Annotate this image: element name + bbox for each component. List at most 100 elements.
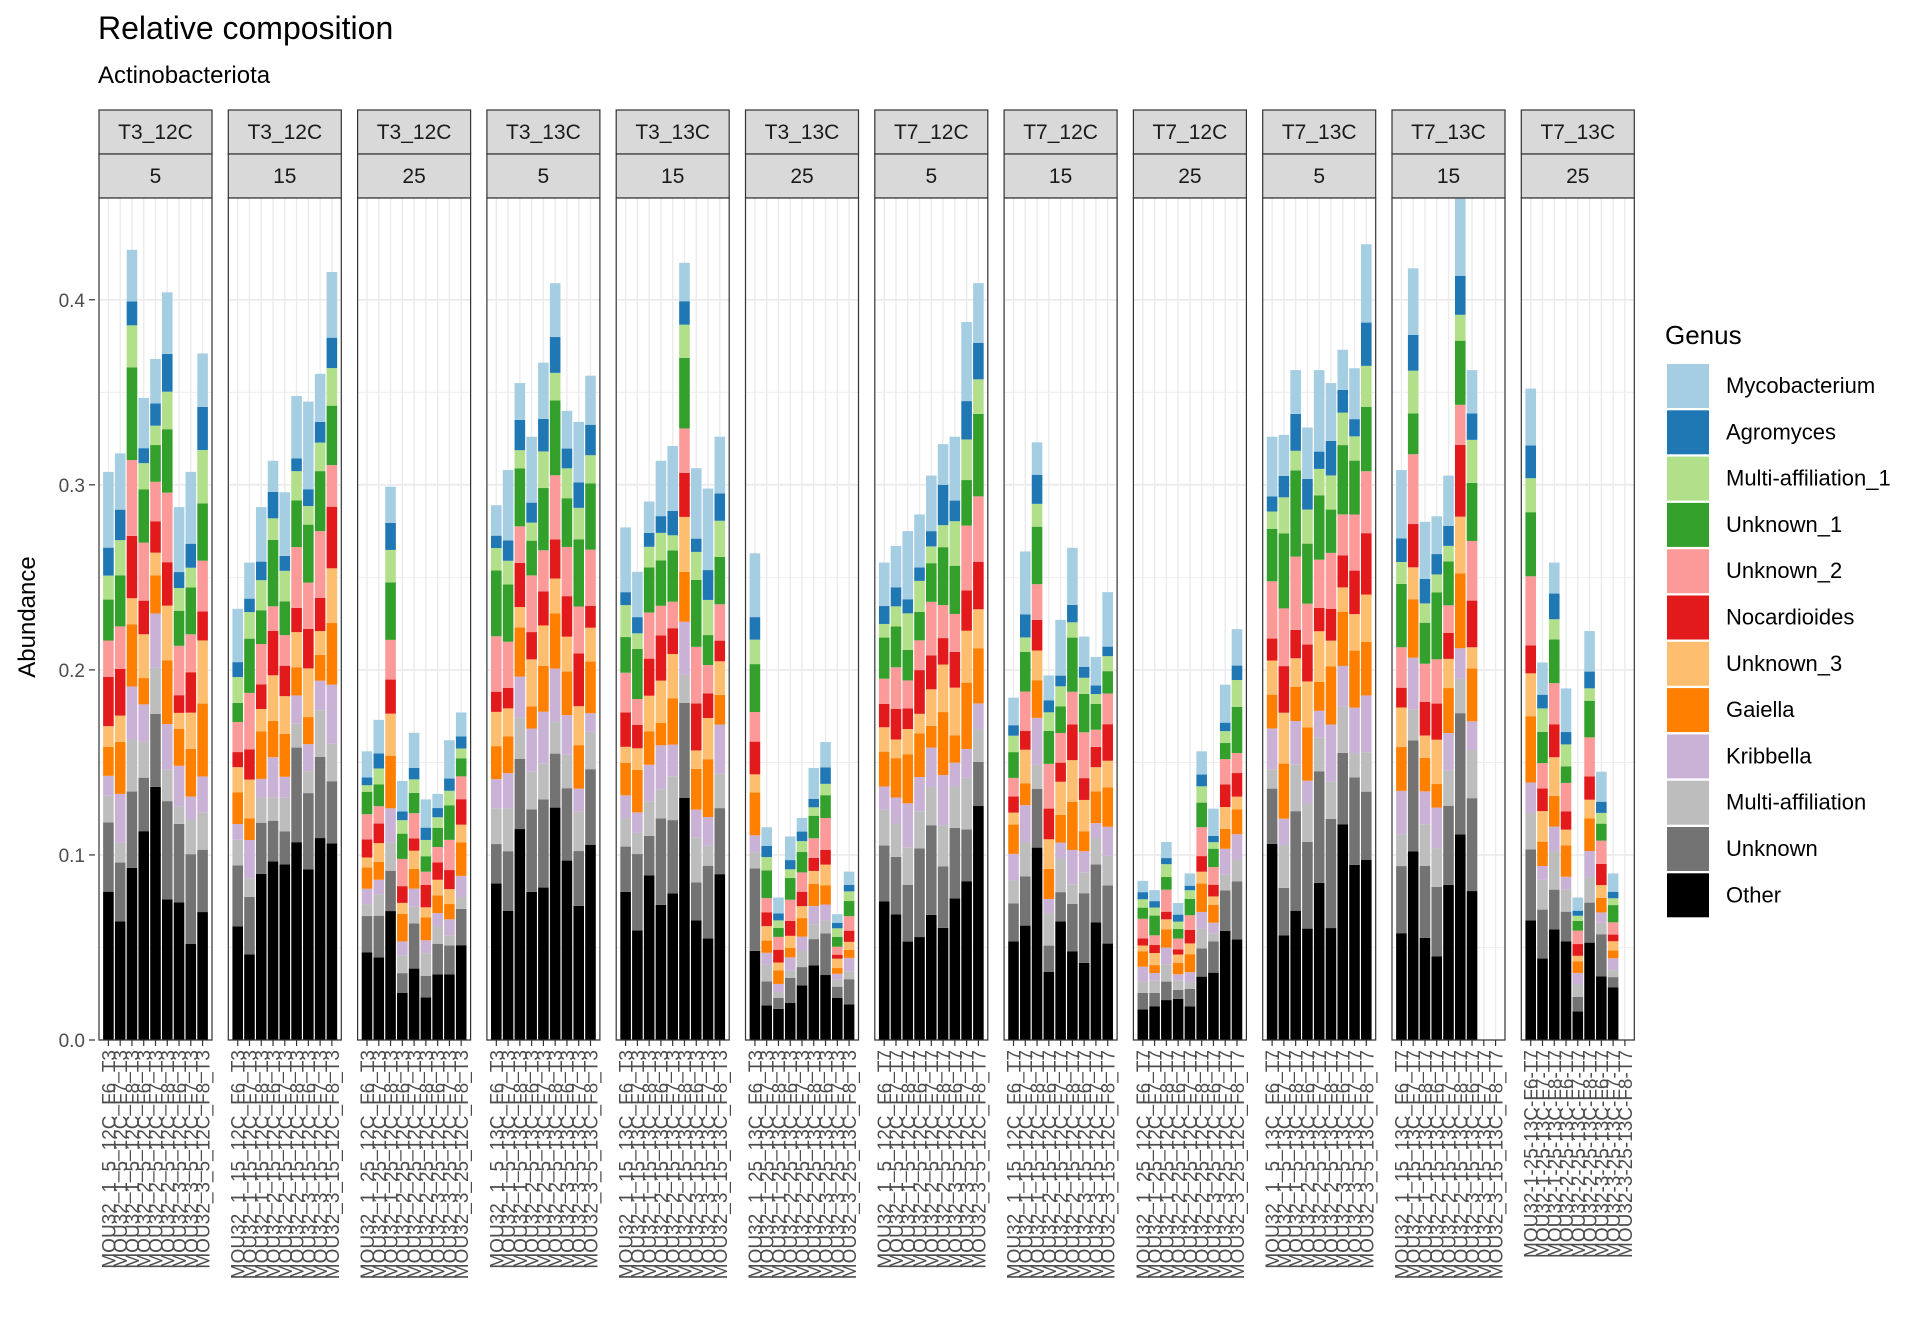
bar-segment-unknown-2	[1231, 753, 1243, 774]
bar-segment-gaiella	[549, 613, 561, 669]
bar-segment-kribbella	[561, 715, 573, 755]
bar-segment-unknown-3	[326, 568, 338, 624]
bar-segment-kribbella	[514, 676, 526, 718]
bar-segment-other	[1266, 843, 1278, 1040]
bar-segment-gaiella	[114, 742, 126, 794]
facet-panel: T3_13C 15 MOU32_1_15_13C_F6_T3MOU32_1_15_1…	[615, 109, 732, 1279]
facet-panel: T7_13C 15 MOU32_1_15_13C_F6_T7MOU32_1_15_1…	[1391, 109, 1508, 1279]
bar-segment-other	[1584, 942, 1595, 1040]
x-tick-label: MOU32_3_5_12C_F8_T7	[969, 1050, 990, 1269]
facet-strip-label: 25	[790, 165, 813, 188]
bar-segment-other	[1560, 941, 1572, 1040]
bar-segment-nocardioides	[1537, 788, 1548, 812]
x-tick-label: MOU32_1_5_12C_F6_T3	[99, 1050, 120, 1269]
facet-strip-depth	[744, 153, 860, 199]
x-tick-label: MOU32_2_5_12C_F6_T7	[911, 1050, 932, 1269]
bar-segment-unknown-3	[361, 857, 373, 868]
bar-segment-multi-affiliation-1	[373, 768, 385, 785]
bar-segment-unknown-3	[890, 739, 902, 759]
bar-segment-unknown-2	[573, 606, 585, 654]
bar-segment-unknown-2	[1466, 540, 1478, 601]
bar-segment-agromyces	[126, 301, 138, 326]
bar-segment-unknown-1	[420, 856, 432, 872]
bar-segment-unknown-3	[690, 750, 702, 769]
bar-segment-unknown-1	[1443, 561, 1454, 606]
bar-segment-kribbella	[549, 668, 561, 723]
x-tick-label: MOU32_2_25_12C_F7_T3	[405, 1050, 426, 1279]
bar-segment-multi-affiliation	[632, 832, 643, 855]
bar-segment-mycobacterium	[1078, 636, 1090, 667]
bar-segment-unknown-1	[244, 638, 255, 693]
bar-segment-multi-affiliation	[1584, 877, 1595, 903]
bar-segment-other	[679, 797, 690, 1040]
bar-segment-kribbella	[667, 744, 678, 777]
bar-segment-multi-affiliation	[1137, 981, 1149, 993]
bar-segment-unknown-3	[702, 718, 714, 760]
bar-segment-nocardioides	[1443, 632, 1454, 659]
bar-segment-unknown-3	[1431, 739, 1443, 785]
bar-segment-gaiella	[773, 970, 784, 984]
bar-segment-other	[573, 905, 585, 1040]
bar-segment-nocardioides	[714, 640, 726, 662]
x-tick-label: MOU32_3_15_12C_F8_T3	[323, 1050, 344, 1279]
x-tick-label: MOU32_1_15_13C_F6_T3	[617, 1050, 638, 1279]
bar-segment-multi-affiliation	[161, 769, 173, 802]
bar-segment-mycobacterium	[1102, 592, 1113, 647]
bar-segment-unknown	[1325, 818, 1337, 929]
legend-label: Multi-affiliation_1	[1726, 466, 1891, 491]
bar-segment-unknown	[1396, 866, 1407, 934]
bar-segment-unknown-1	[632, 648, 643, 700]
bar-segment-unknown	[843, 979, 855, 1005]
bar-segment-unknown	[679, 702, 690, 798]
bar-segment-agromyces	[150, 403, 161, 426]
bar-segment-other	[549, 807, 561, 1040]
bar-segment-multi-affiliation-1	[926, 546, 937, 564]
bar-segment-kribbella	[279, 776, 291, 798]
bar-segment-unknown-3	[1055, 781, 1066, 815]
bar-segment-gaiella	[1137, 951, 1149, 967]
bar-segment-multi-affiliation-1	[279, 570, 291, 602]
bar-segment-nocardioides	[1466, 600, 1478, 648]
bar-segment-unknown-3	[1161, 919, 1172, 930]
bar-segment-kribbella	[1208, 922, 1219, 934]
bar-segment-unknown-1	[1454, 340, 1466, 405]
x-tick-label: MOU32-3-25-13C-F6-T7	[1592, 1050, 1613, 1258]
bar-segment-other	[1278, 935, 1290, 1040]
bar-segment-unknown-2	[679, 428, 690, 474]
x-tick-label: MOU32-3-25-13C-F8-T7	[1616, 1050, 1637, 1258]
x-tick-label: MOU32_2_15_13C_F6_T7	[1428, 1050, 1449, 1279]
bar-segment-multi-affiliation-1	[1043, 712, 1055, 731]
bar-segment-multi-affiliation	[1419, 824, 1431, 867]
bar-segment-mycobacterium	[1090, 656, 1102, 686]
bar-segment-unknown	[432, 943, 443, 975]
bar-segment-unknown-3	[1407, 567, 1419, 600]
bar-segment-unknown	[1525, 849, 1537, 921]
bar-segment-unknown-3	[279, 696, 291, 734]
bar-segment-other	[408, 968, 420, 1040]
bar-segment-unknown-3	[1102, 760, 1113, 788]
bar-segment-other	[173, 902, 185, 1040]
bar-segment-unknown	[526, 809, 537, 892]
bar-segment-multi-affiliation-1	[690, 551, 702, 581]
bar-segment-unknown-2	[914, 640, 925, 671]
bar-segment-multi-affiliation-1	[549, 372, 561, 401]
bar-segment-multi-affiliation	[585, 731, 596, 770]
bar-segment-multi-affiliation	[173, 806, 185, 824]
facet-strip-time-treatment	[1003, 109, 1118, 155]
bar-segment-agromyces	[1313, 451, 1325, 469]
bar-segment-mycobacterium	[761, 827, 772, 846]
bar-segment-unknown	[1231, 881, 1243, 940]
bar-segment-multi-affiliation-1	[361, 785, 373, 792]
legend-swatch	[1667, 780, 1709, 825]
bar-segment-nocardioides	[679, 473, 690, 517]
bar-segment-kribbella	[832, 973, 843, 980]
bar-segment-mycobacterium	[690, 468, 702, 539]
x-tick-label: MOU32_3_5_13C_F7_T7	[1346, 1050, 1367, 1269]
bar-segment-unknown-3	[1572, 955, 1584, 962]
x-tick-label: MOU32_1_15_13C_F8_T7	[1416, 1050, 1437, 1279]
bar-segment-nocardioides	[1172, 949, 1184, 955]
bar-segment-unknown	[832, 986, 843, 998]
bar-segment-nocardioides	[103, 676, 114, 727]
facet-panel: T3_12C 25 MOU32_1_25_12C_F6_T3MOU32_1_25_1…	[357, 109, 473, 1279]
y-axis: 0.0 0.1 0.2 0.3 0.4	[59, 291, 95, 1052]
